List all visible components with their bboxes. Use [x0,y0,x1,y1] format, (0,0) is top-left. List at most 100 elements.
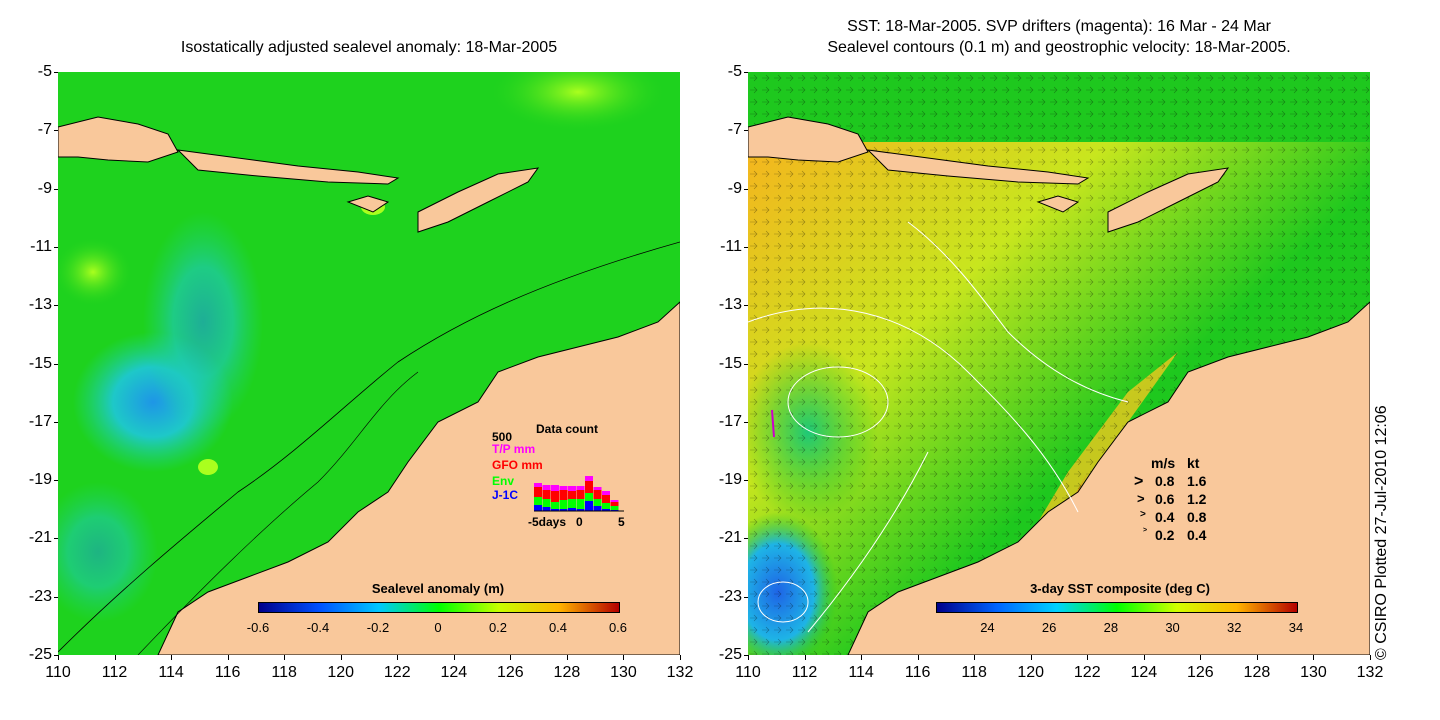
right-colorbar-tick-label: 28 [1103,620,1119,635]
y-tick-label: -5 [727,63,742,80]
y-tick-label: -21 [718,529,742,547]
y-tick-label: -7 [727,121,742,139]
data-count-bar-segment [610,506,619,510]
y-tick-label: -7 [37,121,52,139]
data-count-x-end: 5 [618,515,625,529]
data-count-bar-segment [593,487,602,490]
velocity-legend: m/s kt >0.8 1.6 >0.6 1.2 >0.4 0.8 >0.2 0.4 [1125,455,1235,545]
data-count-bar-segment [602,491,610,495]
x-tick [1256,655,1258,660]
y-tick [744,596,748,598]
data-count-bar-segment [568,486,576,491]
x-tick-label: 124 [440,664,468,681]
velocity-arrow-icon: > [1134,473,1144,490]
y-tick [54,363,58,365]
data-count-bar-segment [585,493,593,501]
x-tick-label: 130 [1300,664,1327,681]
left-colorbar-tick-label: 0.4 [548,620,568,635]
data-count-bars [534,476,619,511]
left-colorbar-tick-label: 0 [434,620,442,635]
y-tick [54,655,58,656]
y-tick [54,130,58,132]
y-tick-label: -17 [718,412,742,430]
x-tick [748,655,749,660]
y-tick-label: -13 [718,296,742,314]
y-tick-label: -25 [28,646,52,663]
data-count-x-start: -5days [528,515,567,529]
data-count-bar-segment [542,490,551,499]
x-tick [453,655,455,660]
x-tick-label: 122 [383,664,411,681]
data-count-bar-segment [542,507,551,511]
data-count-bar-segment [585,481,593,493]
right-colorbar-title: 3-day SST composite (deg C) [1030,581,1210,596]
y-tick [54,188,58,190]
velocity-legend-ms-value: 0.4 [1155,509,1175,525]
data-count-bar-segment [568,499,576,508]
x-tick-label: 126 [497,664,524,681]
x-tick-label: 110 [45,664,71,681]
y-tick-label: -15 [28,354,52,372]
velocity-legend-kt-value: 1.2 [1187,491,1207,507]
velocity-legend-kt-value: 0.8 [1187,509,1207,525]
x-tick-label: 114 [848,664,874,681]
y-tick [744,480,748,482]
x-tick-label: 120 [327,664,355,681]
x-tick-label: 124 [1130,664,1158,681]
left-colorbar [258,602,620,613]
velocity-arrow-icon: > [1140,509,1146,520]
data-count-bar-segment [534,483,542,487]
x-tick-label: 122 [1073,664,1101,681]
right-colorbar-tick-label: 30 [1165,620,1180,635]
x-tick-label: 116 [904,664,931,681]
data-count-bar-segment [593,499,602,506]
x-tick [917,655,919,660]
right-colorbar [936,602,1298,613]
data-count-x-mid: 0 [576,515,583,529]
data-count-bar-segment [568,508,576,511]
y-tick [744,363,748,365]
x-tick-label: 118 [271,664,297,681]
x-tick-label: 112 [791,664,818,681]
data-count-bar-segment [602,509,610,511]
x-tick [340,655,342,660]
data-count-bar-segment [593,490,602,499]
right-map-title-line1: SST: 18-Mar-2005. SVP drifters (magenta)… [847,18,1271,35]
credit-text: © CSIRO Plotted 27-Jul-2010 12:06 [1373,405,1390,660]
x-tick [1313,655,1315,660]
x-tick-label: 132 [666,664,694,681]
data-count-bar-segment [551,491,559,502]
y-tick [54,538,58,540]
data-count-bar-segment [610,500,619,502]
y-tick [54,596,58,598]
x-tick-label: 126 [1187,664,1214,681]
x-tick-label: 114 [158,664,184,681]
data-count-series-gfo: GFO mm [492,458,543,472]
x-tick [1370,655,1371,660]
data-count-bar-segment [568,491,576,499]
data-count-bar-segment [559,490,568,500]
y-tick [54,246,58,248]
right-colorbar-tick-label: 26 [1041,620,1057,635]
y-tick-label: -11 [30,237,52,255]
data-count-series-tp: T/P mm [492,442,536,456]
x-tick [397,655,399,660]
data-count-bar-segment [559,500,568,509]
velocity-arrow-icon: > [1143,527,1148,534]
y-tick [744,421,748,423]
y-tick-label: -11 [720,237,742,255]
data-count-bar-segment [576,490,585,499]
y-tick-label: -25 [718,646,742,663]
y-tick-label: -5 [37,63,52,80]
y-tick-label: -15 [718,354,742,372]
y-tick [744,655,748,656]
data-count-bar-segment [585,501,593,511]
x-tick [1030,655,1032,660]
data-count-bar-segment [551,502,559,509]
x-tick [114,655,116,660]
data-count-max: 500 [492,430,513,444]
y-tick-label: -9 [37,179,52,197]
y-tick [54,480,58,482]
velocity-legend-ms-header: m/s [1151,455,1176,471]
data-count-bar-segment [559,486,568,490]
